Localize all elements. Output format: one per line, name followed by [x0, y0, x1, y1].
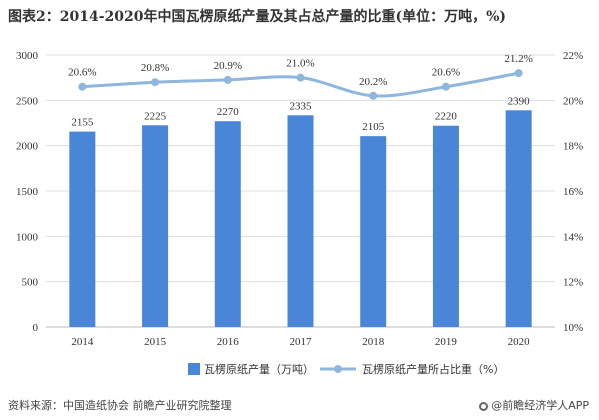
y-left-tick-label: 3000 — [16, 50, 39, 62]
y-right-tick-label: 16% — [563, 186, 583, 198]
x-tick-label: 2018 — [362, 336, 385, 348]
x-tick-label: 2016 — [217, 336, 240, 348]
y-right-tick-label: 14% — [563, 231, 583, 243]
legend-bar-swatch — [188, 363, 200, 375]
y-left-tick-label: 500 — [22, 277, 39, 289]
share-point — [78, 82, 87, 91]
brand-credit: @前瞻经济学人APP — [479, 397, 589, 413]
share-point — [223, 75, 232, 84]
share-value-label: 20.2% — [359, 76, 387, 88]
y-left-tick-label: 2500 — [16, 95, 39, 107]
y-right-tick-label: 10% — [563, 322, 583, 334]
share-value-label: 20.8% — [141, 62, 169, 74]
x-tick-label: 2020 — [508, 336, 531, 348]
y-right-tick-label: 12% — [563, 277, 583, 289]
share-value-label: 20.9% — [214, 60, 242, 72]
share-value-label: 20.6% — [68, 67, 96, 79]
legend-line-marker — [334, 365, 342, 373]
bar — [214, 121, 241, 327]
bar-value-label: 2270 — [217, 106, 240, 118]
y-right-tick-label: 22% — [563, 50, 583, 62]
y-left-tick-label: 1500 — [16, 186, 39, 198]
x-tick-label: 2019 — [435, 336, 458, 348]
y-left-tick-label: 2000 — [16, 141, 39, 153]
share-point — [514, 69, 523, 78]
x-tick-label: 2017 — [290, 336, 313, 348]
chart-title: 图表2：2014-2020年中国瓦楞原纸产量及其占总产量的比重(单位：万吨，%) — [8, 9, 507, 25]
y-left-tick-label: 1000 — [16, 231, 39, 243]
bar — [432, 125, 459, 327]
source-note: 资料来源：中国造纸协会 前瞻产业研究院整理 — [8, 399, 232, 412]
y-right-tick-label: 20% — [563, 95, 583, 107]
legend-bar-label: 瓦楞原纸产量（万吨） — [204, 362, 314, 376]
brand-label: @前瞻经济学人APP — [491, 399, 589, 412]
bar-value-label: 2225 — [144, 110, 167, 122]
bar-value-label: 2155 — [71, 117, 94, 129]
share-point — [151, 78, 160, 87]
bar-value-label: 2390 — [508, 95, 531, 107]
y-right-tick-label: 18% — [563, 141, 583, 153]
bar — [142, 125, 169, 328]
share-value-label: 21.2% — [504, 53, 532, 65]
x-tick-label: 2015 — [144, 336, 167, 348]
share-point — [369, 91, 378, 100]
bar-value-label: 2335 — [290, 100, 313, 112]
bar — [360, 136, 387, 327]
bar-value-label: 2105 — [362, 121, 385, 133]
y-left-tick-label: 0 — [33, 322, 39, 334]
brand-logo-icon — [479, 402, 489, 411]
bar — [505, 110, 532, 327]
share-point — [296, 73, 305, 82]
bar — [287, 115, 314, 327]
bar-value-label: 2220 — [435, 111, 458, 123]
legend-line-label: 瓦楞原纸产量所占比重（%） — [362, 362, 504, 376]
share-value-label: 20.6% — [432, 67, 460, 79]
bar — [69, 131, 96, 327]
share-value-label: 21.0% — [286, 58, 314, 70]
share-point — [441, 82, 450, 91]
x-tick-label: 2014 — [71, 336, 94, 348]
